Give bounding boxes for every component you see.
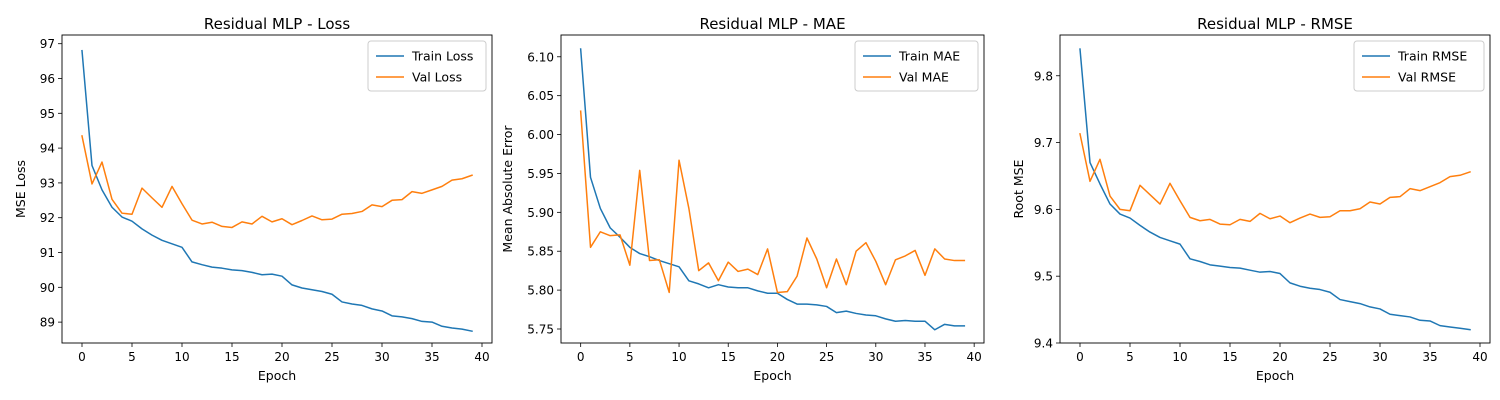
chart-panel-2: 0 5 10 15 20 25 30 35 40 9.4 9.5 9.6 9.7 9.8 Residual …: [1011, 15, 1491, 383]
series-line-train: [81, 49, 473, 333]
x-tick-label: 10: [671, 350, 686, 364]
y-axis-label: MSE Loss: [13, 160, 28, 218]
x-tick-label: 40: [967, 350, 982, 364]
y-tick-label: 5.85: [527, 245, 554, 259]
y-tick-label: 95: [40, 107, 55, 121]
x-tick-label: 40: [1472, 350, 1487, 364]
axes-frame: [560, 34, 985, 344]
x-tick-label: 15: [224, 350, 239, 364]
y-tick-label: 9.4: [1034, 337, 1053, 351]
x-tick-label: 35: [1422, 350, 1437, 364]
x-tick-label: 5: [128, 350, 136, 364]
series-line-val: [579, 110, 966, 294]
x-tick-label: 0: [1076, 350, 1084, 364]
series-line-train: [579, 48, 966, 331]
y-tick-label: 5.80: [527, 284, 554, 298]
x-tick-label: 10: [1172, 350, 1187, 364]
legend-label: Train Loss: [411, 49, 473, 64]
legend-label: Train RMSE: [1397, 49, 1467, 64]
x-tick-label: 15: [1222, 350, 1237, 364]
x-tick-label: 5: [1126, 350, 1134, 364]
chart-title: Residual MLP - RMSE: [1197, 15, 1353, 33]
x-tick-label: 10: [174, 350, 189, 364]
x-tick-label: 40: [474, 350, 489, 364]
y-tick-label: 5.75: [527, 323, 554, 337]
series-line-val: [1079, 132, 1471, 226]
legend-label: Train MAE: [898, 49, 960, 64]
axes-frame: [1059, 34, 1491, 344]
axes-frame: [61, 34, 493, 344]
x-tick-label: 25: [1322, 350, 1337, 364]
chart-title: Residual MLP - Loss: [204, 15, 350, 33]
y-axis-label: Mean Absolute Error: [500, 125, 515, 253]
y-tick-label: 5.90: [527, 206, 554, 220]
legend-label: Val RMSE: [1398, 70, 1456, 85]
legend-label: Val MAE: [899, 70, 949, 85]
x-axis-label: Epoch: [753, 368, 791, 383]
legend-box: [1353, 40, 1485, 92]
x-tick-label: 35: [424, 350, 439, 364]
x-axis-label: Epoch: [258, 368, 296, 383]
y-tick-label: 93: [40, 176, 55, 190]
y-tick-label: 94: [40, 142, 55, 156]
legend: Train RMSE Val RMSE: [1353, 40, 1485, 92]
y-axis-label: Root MSE: [1011, 159, 1026, 218]
legend-label: Val Loss: [412, 70, 462, 85]
x-tick-label: 25: [819, 350, 834, 364]
chart-panel-0: 0 5 10 15 20 25 30 35 40 89 90 91 92 93 94 95 96 97 Residu…: [13, 15, 493, 383]
y-tick-label: 6.00: [527, 128, 554, 142]
x-tick-label: 30: [374, 350, 389, 364]
x-tick-label: 30: [868, 350, 883, 364]
y-tick-label: 92: [40, 211, 55, 225]
y-tick-label: 9.7: [1034, 136, 1053, 150]
x-tick-label: 25: [324, 350, 339, 364]
x-tick-label: 0: [577, 350, 585, 364]
y-tick-label: 6.10: [527, 50, 554, 64]
y-tick-label: 97: [40, 37, 55, 51]
legend: Train Loss Val Loss: [367, 40, 487, 92]
x-tick-label: 20: [274, 350, 289, 364]
x-tick-label: 5: [626, 350, 634, 364]
legend-box: [854, 40, 979, 92]
y-tick-label: 9.8: [1034, 69, 1053, 83]
y-tick-label: 89: [40, 316, 55, 330]
series-line-train: [1079, 48, 1471, 331]
chart-panel-1: 0 5 10 15 20 25 30 35 40 5.75 5.80 5.85 5.90 5.95 6.00…: [500, 15, 985, 383]
x-tick-label: 20: [770, 350, 785, 364]
x-tick-label: 20: [1272, 350, 1287, 364]
y-tick-label: 96: [40, 72, 55, 86]
legend-box: [367, 40, 487, 92]
y-tick-label: 90: [40, 281, 55, 295]
y-tick-label: 9.6: [1034, 203, 1053, 217]
series-line-val: [81, 135, 473, 229]
legend: Train MAE Val MAE: [854, 40, 979, 92]
x-tick-label: 0: [78, 350, 86, 364]
y-tick-label: 5.95: [527, 167, 554, 181]
y-tick-label: 91: [40, 246, 55, 260]
y-tick-label: 6.05: [527, 89, 554, 103]
x-tick-label: 15: [721, 350, 736, 364]
x-tick-label: 35: [917, 350, 932, 364]
x-axis-label: Epoch: [1256, 368, 1294, 383]
y-tick-label: 9.5: [1034, 270, 1053, 284]
x-tick-label: 30: [1372, 350, 1387, 364]
chart-title: Residual MLP - MAE: [699, 15, 845, 33]
